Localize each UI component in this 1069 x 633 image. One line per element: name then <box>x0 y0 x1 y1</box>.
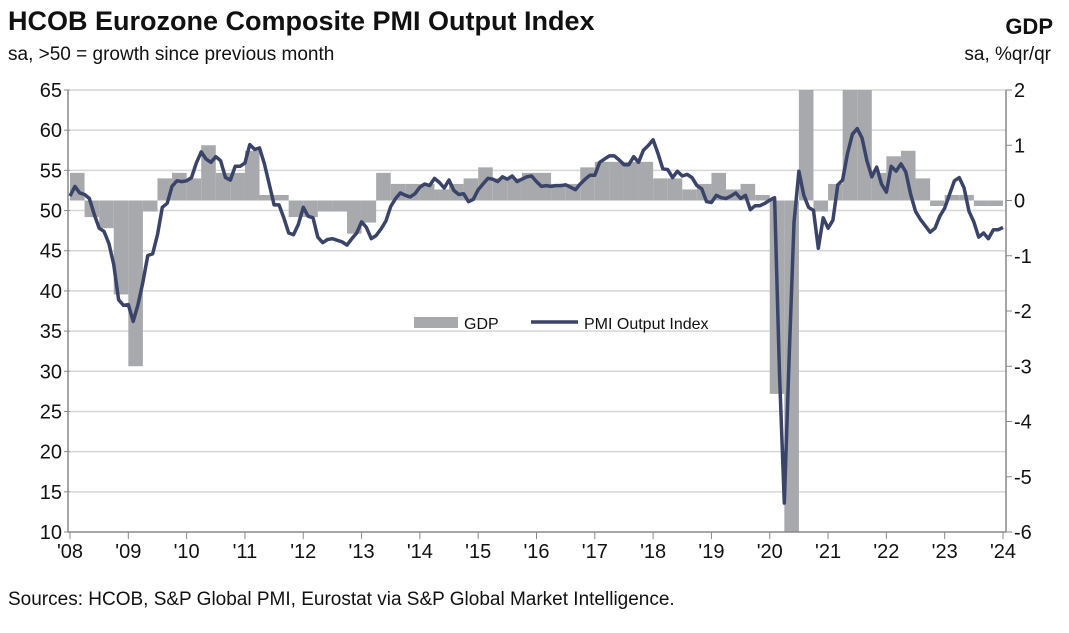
right-axis-subtitle: sa, %qr/qr <box>964 44 1051 65</box>
gdp-bar <box>99 200 114 229</box>
gdp-bar <box>434 189 450 201</box>
right-tick-label: -3 <box>1014 356 1032 378</box>
left-tick-label: 15 <box>40 482 62 504</box>
gdp-bar <box>172 172 187 201</box>
x-tick-label: '23 <box>932 541 958 563</box>
x-tick-label: '13 <box>349 541 375 563</box>
right-tick-label: -6 <box>1014 522 1032 544</box>
x-tick-label: '15 <box>465 541 491 563</box>
chart-subtitle: sa, >50 = growth since previous month <box>8 44 335 65</box>
legend-pmi-label: PMI Output Index <box>584 316 709 333</box>
right-tick-label: 0 <box>1014 191 1025 213</box>
legend-gdp-label: GDP <box>464 316 499 333</box>
gdp-bar <box>186 178 202 201</box>
left-tick-label: 40 <box>40 281 62 303</box>
gdp-bar <box>361 200 377 223</box>
gdp-bar <box>638 161 654 201</box>
gdp-bar <box>813 200 829 212</box>
gdp-bar <box>711 172 727 201</box>
gdp-bar <box>784 200 799 532</box>
gdp-bar <box>973 200 989 207</box>
x-tick-label: '17 <box>582 541 608 563</box>
left-tick-label: 65 <box>40 80 62 102</box>
gdp-bar <box>259 194 275 201</box>
x-tick-label: '18 <box>640 541 666 563</box>
gdp-bar <box>551 183 566 201</box>
gdp-bar <box>288 200 304 218</box>
gdp-bar <box>798 90 814 201</box>
gdp-bar <box>930 200 945 207</box>
gdp-bar <box>142 200 158 212</box>
right-tick-label: -1 <box>1014 246 1032 268</box>
x-tick-label: '11 <box>233 541 258 563</box>
gdp-bar <box>390 183 406 201</box>
right-tick-label: -2 <box>1014 301 1032 323</box>
x-tick-label: '08 <box>57 541 83 563</box>
gdp-bar <box>492 178 508 201</box>
gdp-bar <box>113 200 129 295</box>
gdp-bar <box>594 161 610 201</box>
left-tick-label: 45 <box>40 241 62 263</box>
x-tick-label: '24 <box>990 541 1016 563</box>
gdp-bars <box>70 90 1003 532</box>
x-tick-label: '10 <box>174 541 200 563</box>
x-tick-label: '20 <box>757 541 783 563</box>
x-tick-label: '19 <box>698 541 724 563</box>
left-tick-label: 10 <box>40 522 62 544</box>
chart-title: HCOB Eurozone Composite PMI Output Index <box>8 6 595 36</box>
left-tick-label: 35 <box>40 321 62 343</box>
gdp-bar <box>944 194 960 201</box>
left-tick-label: 60 <box>40 120 62 142</box>
legend-gdp-swatch <box>414 317 458 328</box>
left-tick-label: 20 <box>40 442 62 464</box>
legend: GDP PMI Output Index <box>414 316 709 333</box>
gdp-bar <box>755 194 770 201</box>
gdp-bar <box>609 161 624 201</box>
x-tick-label: '09 <box>115 541 141 563</box>
left-tick-label: 55 <box>40 160 62 182</box>
right-tick-label: -5 <box>1014 467 1032 489</box>
gdp-bar <box>274 194 289 201</box>
gdp-bar <box>230 172 245 201</box>
gdp-bar <box>682 189 697 201</box>
right-tick-label: 2 <box>1014 80 1025 102</box>
right-axis-title: GDP <box>1005 14 1053 39</box>
gdp-bar <box>317 200 333 212</box>
gdp-bar <box>507 178 522 201</box>
gdp-bar <box>623 161 639 201</box>
right-tick-label: -4 <box>1014 412 1032 434</box>
x-tick-label: '21 <box>815 541 841 563</box>
source-note: Sources: HCOB, S&P Global PMI, Eurostat … <box>8 589 675 610</box>
x-tick-label: '12 <box>290 541 316 563</box>
x-tick-label: '22 <box>873 541 899 563</box>
gdp-bar <box>332 200 347 212</box>
gdp-bar <box>667 178 683 201</box>
right-tick-label: 1 <box>1014 135 1025 157</box>
left-tick-label: 50 <box>40 201 62 223</box>
gdp-bar <box>915 178 931 201</box>
gdp-bar <box>478 167 493 201</box>
gdp-bar <box>871 172 887 201</box>
x-tick-label: '14 <box>407 541 433 563</box>
gdp-bar <box>128 200 143 367</box>
gdp-bar <box>70 172 85 201</box>
gdp-bar <box>346 200 362 234</box>
pmi-line <box>68 126 1004 505</box>
x-tick-label: '16 <box>523 541 549 563</box>
gdp-bar <box>988 200 1003 207</box>
left-tick-label: 30 <box>40 361 62 383</box>
gdp-bar <box>653 178 668 201</box>
left-tick-label: 25 <box>40 401 62 423</box>
gdp-bar <box>244 150 260 201</box>
gdp-bar <box>419 183 435 201</box>
gdp-bar <box>376 172 391 201</box>
